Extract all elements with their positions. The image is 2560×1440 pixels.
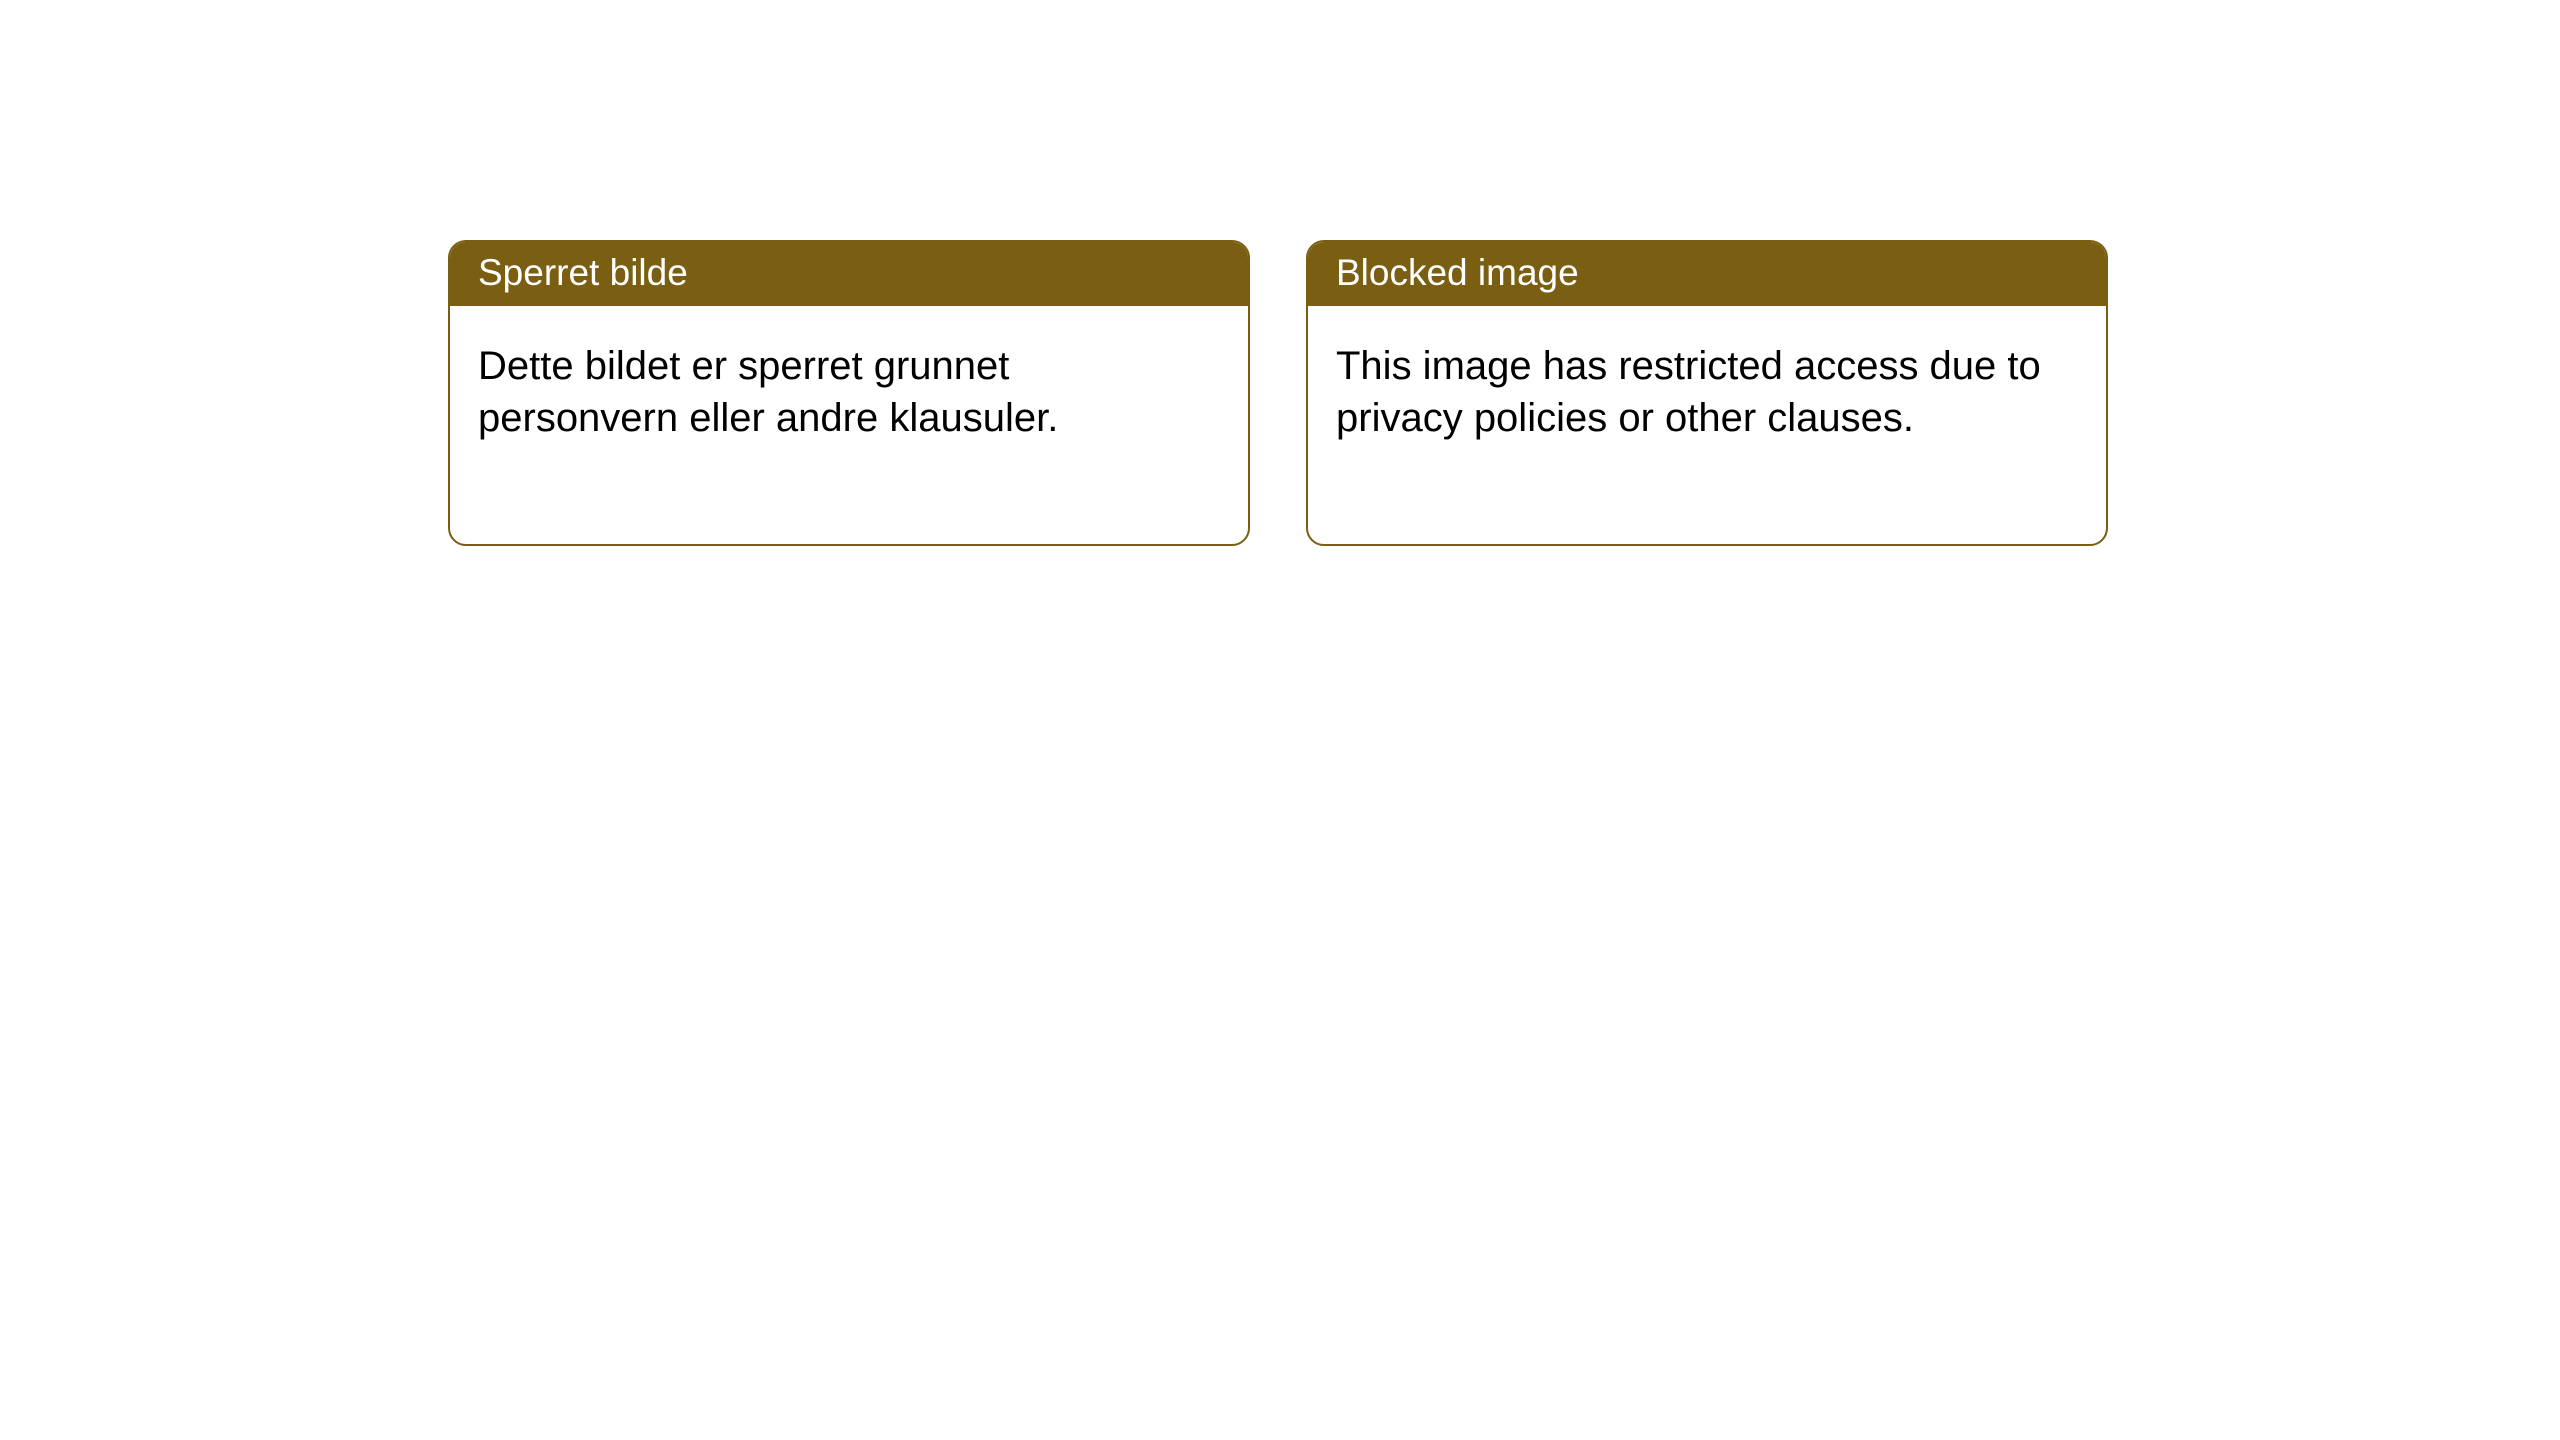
notice-cards-container: Sperret bilde Dette bildet er sperret gr… [448,240,2108,546]
notice-body: This image has restricted access due to … [1308,306,2106,544]
notice-card-norwegian: Sperret bilde Dette bildet er sperret gr… [448,240,1250,546]
notice-header: Blocked image [1308,242,2106,306]
notice-body-text: This image has restricted access due to … [1336,344,2041,440]
notice-title: Sperret bilde [478,252,688,293]
notice-title: Blocked image [1336,252,1579,293]
notice-card-english: Blocked image This image has restricted … [1306,240,2108,546]
notice-body-text: Dette bildet er sperret grunnet personve… [478,344,1058,440]
notice-body: Dette bildet er sperret grunnet personve… [450,306,1248,544]
notice-header: Sperret bilde [450,242,1248,306]
